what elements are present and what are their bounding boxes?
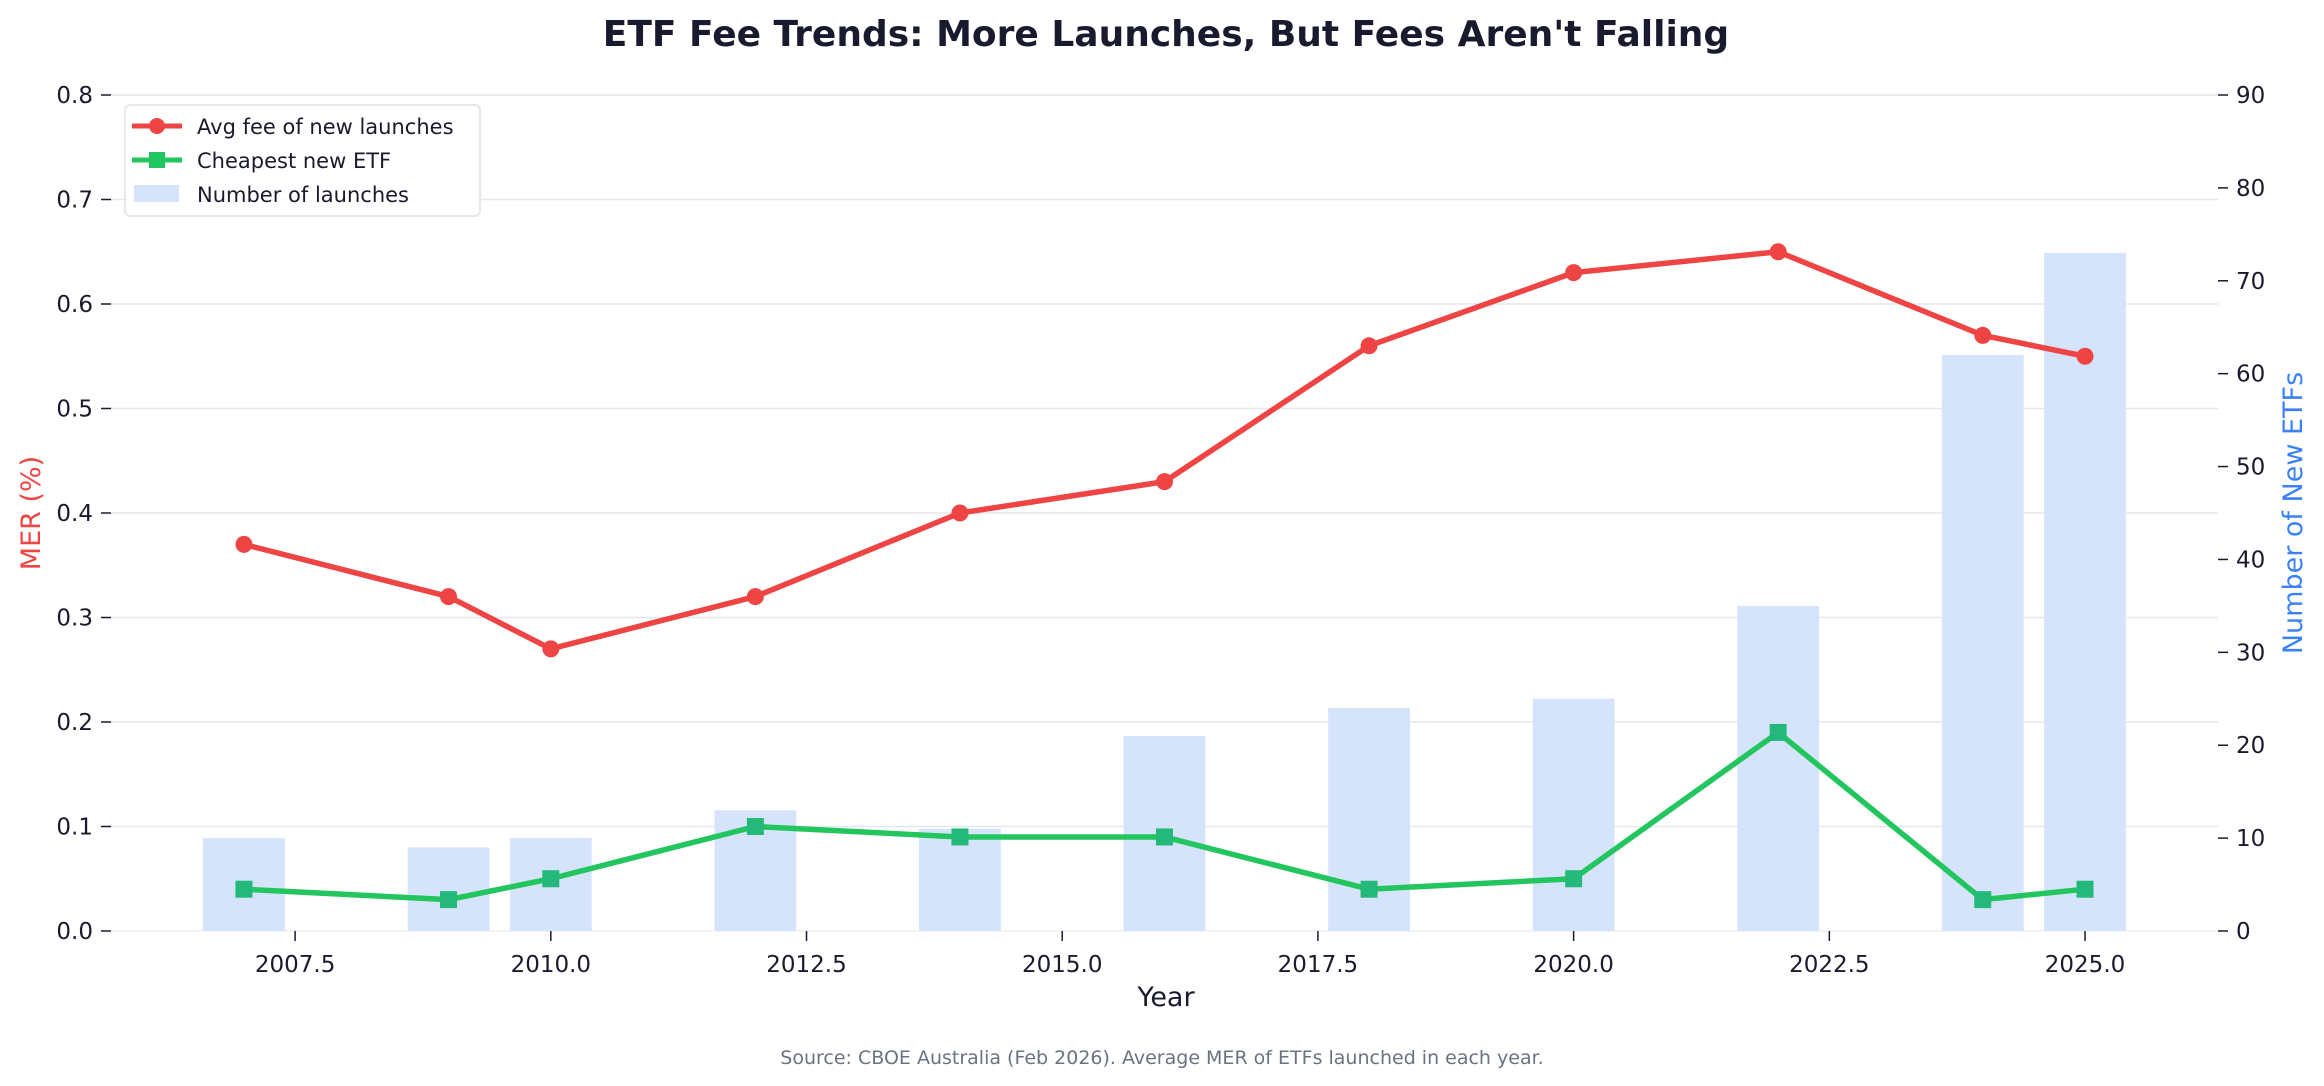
- y-left-tick-label: 0.4: [56, 501, 93, 527]
- legend-label-launches: Number of launches: [197, 183, 409, 207]
- point-cheapest: [1360, 880, 1378, 898]
- point-cheapest: [1769, 723, 1787, 741]
- y-left-tick-label: 0.7: [56, 188, 93, 214]
- point-avg-fee: [1974, 326, 1992, 344]
- legend-label-cheapest: Cheapest new ETF: [197, 149, 391, 173]
- legend-marker-circle: [149, 118, 165, 134]
- source-note: Source: CBOE Australia (Feb 2026). Avera…: [780, 1047, 1543, 1069]
- y-left-tick-label: 0.6: [56, 292, 93, 318]
- point-cheapest: [542, 870, 560, 888]
- line-series: [235, 243, 2094, 909]
- x-tick-label: 2012.5: [766, 952, 846, 978]
- x-tick-label: 2022.5: [1789, 952, 1869, 978]
- x-tick-label: 2010.0: [511, 952, 591, 978]
- point-avg-fee: [746, 588, 764, 606]
- y-axis-left-label: MER (%): [16, 456, 47, 570]
- point-cheapest: [440, 891, 458, 909]
- x-tick-label: 2015.0: [1022, 952, 1102, 978]
- y-right-tick-label: 40: [2236, 547, 2265, 573]
- point-avg-fee: [235, 535, 253, 553]
- axes: 0.0 0.1 0.2 0.3 0.4 0.5 0.6 0.7 0.8 0 10 20 30 40 50 60…: [56, 83, 2265, 978]
- y-left-tick-label: 0.2: [56, 710, 93, 736]
- point-cheapest: [951, 828, 969, 846]
- legend: Avg fee of new launches Cheapest new ETF…: [124, 104, 481, 217]
- x-tick-label: 2025.0: [2045, 952, 2125, 978]
- point-avg-fee: [2076, 347, 2094, 365]
- x-axis-label: Year: [1136, 982, 1195, 1013]
- y-right-tick-label: 10: [2236, 826, 2265, 852]
- legend-item-avg-fee: Avg fee of new launches: [132, 115, 454, 139]
- point-avg-fee: [1769, 243, 1787, 261]
- point-avg-fee: [1156, 473, 1173, 491]
- y-right-tick-label: 20: [2236, 733, 2265, 759]
- y-left-tick-label: 0.3: [56, 606, 93, 632]
- legend-label-avg-fee: Avg fee of new launches: [197, 115, 454, 139]
- y-right-tick-label: 90: [2236, 83, 2265, 109]
- bar-launches: [1941, 355, 2024, 932]
- point-cheapest: [2076, 880, 2094, 898]
- point-avg-fee: [542, 640, 560, 658]
- point-cheapest: [1156, 828, 1173, 846]
- point-cheapest: [1565, 870, 1583, 888]
- legend-box: [124, 104, 481, 217]
- legend-item-cheapest: Cheapest new ETF: [132, 149, 391, 173]
- chart-title: ETF Fee Trends: More Launches, But Fees …: [603, 14, 1729, 55]
- bar-launches: [1532, 698, 1615, 931]
- bar-launches: [407, 847, 490, 931]
- bar-launches: [2044, 252, 2126, 931]
- y-right-tick-label: 70: [2236, 269, 2265, 295]
- y-left-tick-label: 0.5: [56, 397, 93, 423]
- y-left-tick-label: 0.8: [56, 83, 93, 109]
- point-avg-fee: [440, 588, 458, 606]
- point-cheapest: [235, 880, 253, 898]
- legend-marker-square: [149, 152, 165, 168]
- legend-swatch-launches: [134, 185, 179, 202]
- point-cheapest: [746, 818, 764, 835]
- line-avg-fee: [241, 249, 2088, 652]
- point-avg-fee: [1360, 337, 1378, 355]
- bar-launches: [919, 828, 1001, 931]
- y-left-tick-label: 0.0: [56, 919, 93, 945]
- y-right-tick-label: 50: [2236, 455, 2265, 481]
- point-cheapest: [1974, 891, 1992, 909]
- x-tick-label: 2020.0: [1533, 952, 1613, 978]
- y-right-tick-label: 80: [2236, 176, 2265, 202]
- point-avg-fee: [1565, 264, 1583, 282]
- y-right-tick-label: 30: [2236, 640, 2265, 666]
- x-tick-label: 2007.5: [255, 952, 335, 978]
- y-right-tick-label: 60: [2236, 362, 2265, 388]
- x-tick-label: 2017.5: [1278, 952, 1358, 978]
- y-right-tick-label: 0: [2236, 919, 2251, 945]
- gridlines: [111, 94, 2218, 932]
- point-avg-fee: [951, 504, 969, 522]
- y-left-tick-label: 0.1: [56, 815, 93, 841]
- y-axis-right-label: Number of New ETFs: [2278, 372, 2309, 654]
- legend-item-launches: Number of launches: [134, 183, 409, 207]
- bar-launches: [1737, 605, 1820, 931]
- bar-series-launches: [203, 252, 2126, 932]
